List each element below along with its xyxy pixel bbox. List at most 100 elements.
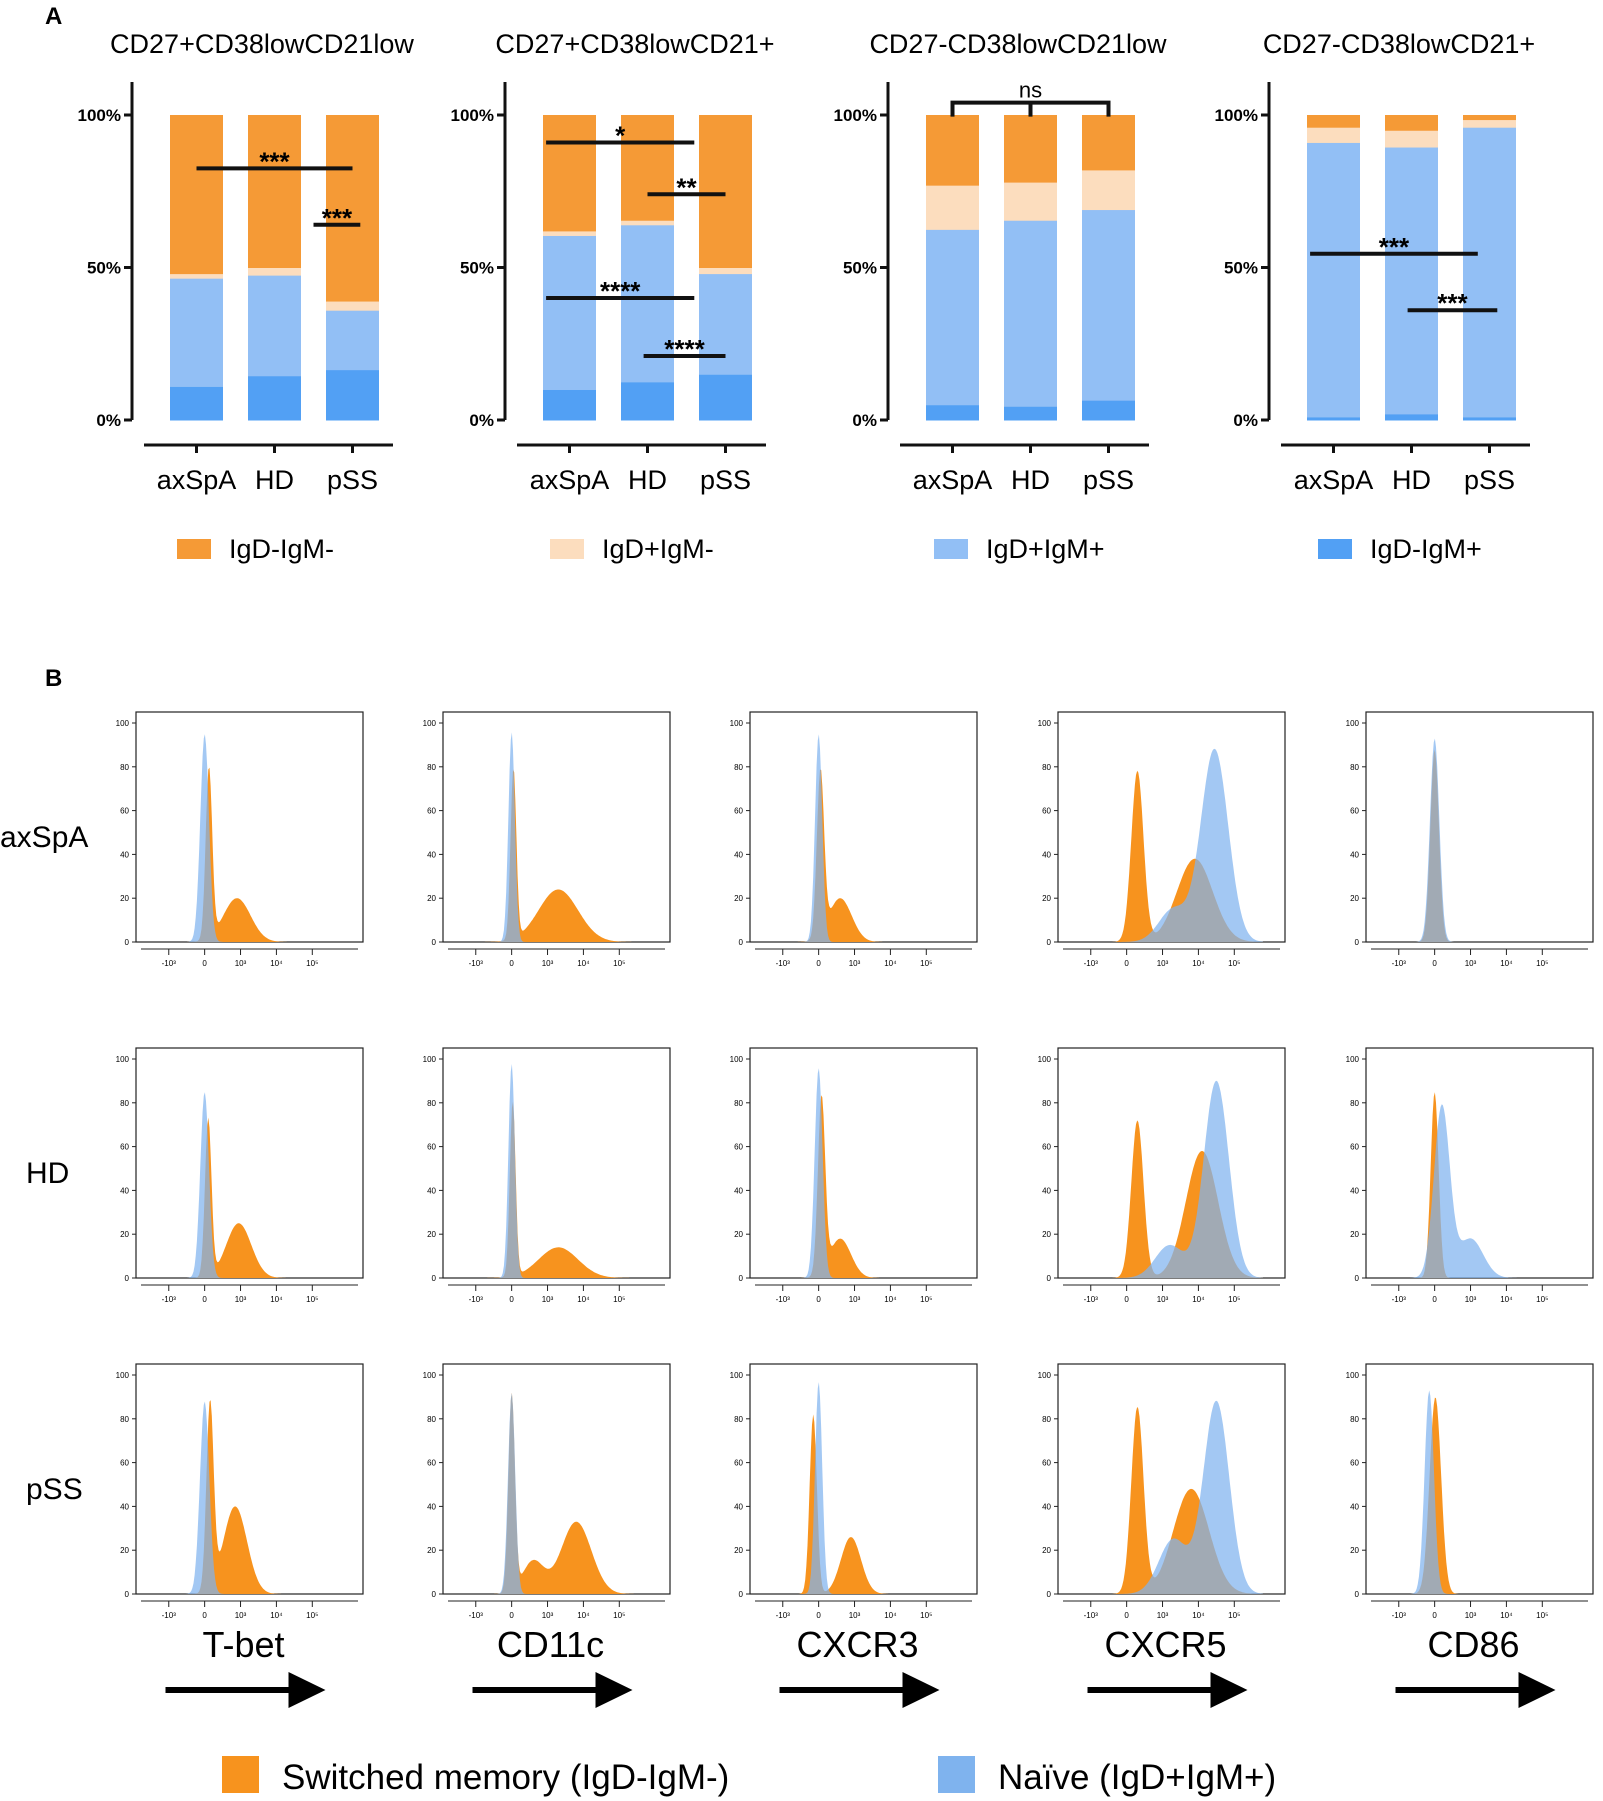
naive-histogram [1080,1400,1263,1594]
x-tick-label: 10³ [1465,1295,1477,1304]
x-tick-label: 10⁵ [920,959,932,968]
naive-histogram [158,734,341,942]
x-tick-label-pss: pSS [327,465,378,495]
x-tick-label-axspa: axSpA [157,465,237,495]
y-tick-label: 100% [451,106,494,125]
x-tick-label: 0 [202,1295,207,1304]
bar-hd-igd-igm [621,115,674,221]
x-tick-label: 0 [509,1611,514,1620]
y-tick-label: 100 [1038,1055,1052,1064]
row-label-pss: pSS [26,1473,83,1506]
y-tick-label: 80 [427,763,436,772]
x-tick-label: 10⁴ [577,1295,590,1304]
y-tick-label: 0% [852,411,877,430]
switched-histogram [465,1101,648,1278]
switched-histogram [158,1400,341,1594]
y-tick-label: 0 [1355,1274,1360,1283]
x-tick-label: 0 [816,1611,821,1620]
legend-swatch-igd-igm [1318,539,1352,559]
switched-histogram [772,1095,955,1278]
chart-title: CD27+CD38lowCD21low [110,29,414,59]
x-tick-label: 0 [509,1295,514,1304]
bar-pss-igd-igm [699,374,752,421]
y-tick-label: 0% [1233,411,1258,430]
bar-hd-igd-igm [1004,115,1057,183]
histogram-axspa-cxcr3: 0 20 40 60 80 100 -10³ 0 10³ 10⁴ 10⁵ [730,711,978,968]
x-tick-label: 10⁵ [613,1611,625,1620]
x-tick-label: 10⁵ [920,1611,932,1620]
marker-t-bet: T-bet [165,1624,326,1708]
x-tick-label: 10⁴ [1500,959,1513,968]
switched-histogram [158,767,341,942]
legend-swatch-igd-igm [934,539,968,559]
arrow-head-icon [902,1672,940,1708]
y-tick-label: 20 [734,1230,743,1239]
y-tick-label: 40 [734,1502,743,1511]
y-tick-label: 100% [834,106,877,125]
bar-hd-igd-igm [248,267,301,276]
x-tick-label: -10³ [1084,1295,1099,1304]
y-tick-label: 20 [427,894,436,903]
bar-hd-igd-igm [248,275,301,377]
y-tick-label: 80 [120,1415,129,1424]
plot-frame [442,1047,671,1279]
x-tick-label: -10³ [1084,1611,1099,1620]
x-tick-label: 10⁵ [306,1611,318,1620]
y-tick-label: 60 [1350,1459,1359,1468]
x-tick-label: 0 [816,959,821,968]
histogram-hd-cxcr5: 0 20 40 60 80 100 -10³ 0 10³ 10⁴ 10⁵ [1038,1047,1286,1304]
x-tick-label-hd: HD [255,465,294,495]
y-tick-label: 20 [734,1546,743,1555]
y-tick-label: 60 [1042,1143,1051,1152]
x-tick-label: 10³ [1465,959,1477,968]
bar-axspa-igd-igm [170,278,223,387]
histogram-axspa-cd11c: 0 20 40 60 80 100 -10³ 0 10³ 10⁴ 10⁵ [423,711,671,968]
y-tick-label: 80 [427,1099,436,1108]
x-tick-label: 0 [1432,959,1437,968]
y-tick-label: 0% [469,411,494,430]
x-tick-label: -10³ [1392,959,1407,968]
bar-pss-igd-igm [699,267,752,275]
y-tick-label: 0 [125,1274,130,1283]
plot-frame [749,1047,978,1279]
y-tick-label: 60 [120,1459,129,1468]
bar-pss-igd-igm [1463,127,1516,418]
y-tick-label: 80 [1042,1099,1051,1108]
bar-axspa-igd-igm [170,115,223,275]
naive-histogram [1388,738,1571,942]
marker-cd11c: CD11c [472,1624,633,1708]
bar-axspa-igd-igm [170,386,223,421]
y-tick-label: 60 [427,807,436,816]
histogram-pss-t-bet: 0 20 40 60 80 100 -10³ 0 10³ 10⁴ 10⁵ [116,1363,364,1620]
x-tick-label: 10⁵ [306,1295,318,1304]
chart-title: CD27-CD38lowCD21+ [1263,29,1535,59]
y-tick-label: 100 [116,1055,130,1064]
legend-label-na-ve-igd-igm: Naïve (IgD+IgM+) [998,1758,1276,1797]
y-tick-label: 60 [1042,1459,1051,1468]
x-tick-label: 10³ [235,959,247,968]
y-tick-label: 60 [120,1143,129,1152]
y-tick-label: 20 [120,894,129,903]
y-tick-label: 40 [1350,850,1359,859]
histogram-pss-cd11c: 0 20 40 60 80 100 -10³ 0 10³ 10⁴ 10⁵ [423,1363,671,1620]
legend-swatch-igd-igm [550,539,584,559]
histogram-pss-cxcr3: 0 20 40 60 80 100 -10³ 0 10³ 10⁴ 10⁵ [730,1363,978,1620]
row-label-hd: HD [26,1157,69,1190]
naive-histogram [158,1401,341,1594]
x-tick-label: 0 [1124,959,1129,968]
x-tick-label: 10⁵ [613,959,625,968]
x-tick-label-axspa: axSpA [913,465,993,495]
x-tick-label: 10³ [1157,1295,1169,1304]
y-tick-label: 0 [739,1590,744,1599]
x-tick-label: 10⁴ [884,1611,897,1620]
x-tick-label: -10³ [469,1295,484,1304]
x-tick-label: 10⁴ [577,1611,590,1620]
bar-hd-igd-igm [621,220,674,226]
x-tick-label: 10⁴ [884,959,897,968]
naive-histogram [772,1382,955,1594]
bar-pss-igd-igm [1463,115,1516,121]
bar-axspa-igd-igm [1307,127,1360,143]
legend-swatch-igd-igm [177,539,211,559]
